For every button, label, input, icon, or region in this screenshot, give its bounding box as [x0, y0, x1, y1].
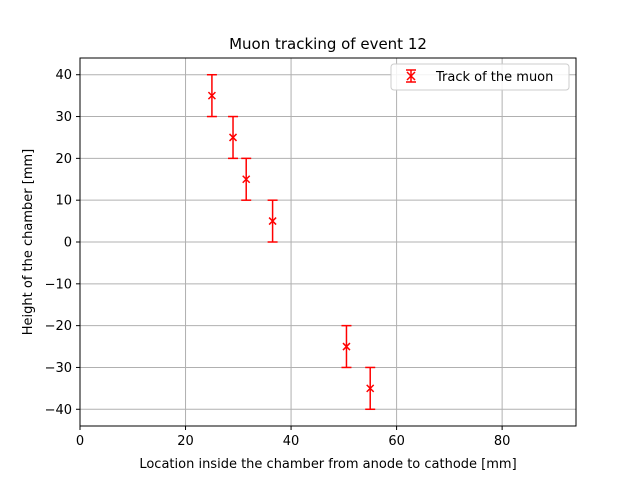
series-track-of-the-muon	[206, 73, 376, 411]
legend-x-marker	[406, 71, 416, 81]
y-tick-label: 20	[55, 152, 72, 167]
y-tick-label: 10	[55, 194, 72, 209]
data-point	[341, 324, 352, 369]
y-tick-label: −10	[45, 277, 72, 292]
y-tick-label: 40	[55, 68, 72, 83]
data-point	[365, 366, 376, 411]
x-marker	[242, 175, 251, 184]
y-axis-label: Height of the chamber [mm]	[21, 149, 36, 335]
x-tick-label: 0	[76, 434, 84, 449]
chart-title: Muon tracking of event 12	[229, 35, 427, 53]
y-tick-label: −20	[45, 319, 72, 334]
legend-box	[390, 63, 570, 91]
data-point	[241, 157, 252, 201]
x-tick-label: 80	[494, 434, 511, 449]
legend-entry-label: Track of the muon	[435, 70, 553, 85]
x-marker	[268, 217, 277, 226]
y-tick-label: 0	[64, 236, 72, 251]
x-axis-label: Location inside the chamber from anode t…	[139, 457, 516, 472]
x-tick-label: 60	[388, 434, 405, 449]
grid	[79, 58, 576, 426]
y-axis: −40 −30 −20 −10 0 10 20 30 40	[45, 68, 80, 418]
y-tick-label: −30	[45, 361, 72, 376]
x-marker	[228, 133, 238, 142]
x-marker	[207, 91, 216, 100]
legend-marker	[406, 69, 416, 83]
y-tick-label: 30	[55, 110, 72, 125]
y-tick-label: −40	[45, 403, 72, 418]
x-marker	[342, 342, 351, 351]
x-tick-label: 40	[283, 434, 300, 449]
x-axis: 0 20 40 60 80	[76, 426, 511, 449]
data-point	[206, 73, 217, 118]
x-tick-label: 20	[177, 434, 194, 449]
legend: Track of the muon	[390, 63, 570, 91]
data-point	[228, 115, 239, 160]
data-point	[267, 199, 278, 243]
x-marker	[366, 384, 375, 393]
